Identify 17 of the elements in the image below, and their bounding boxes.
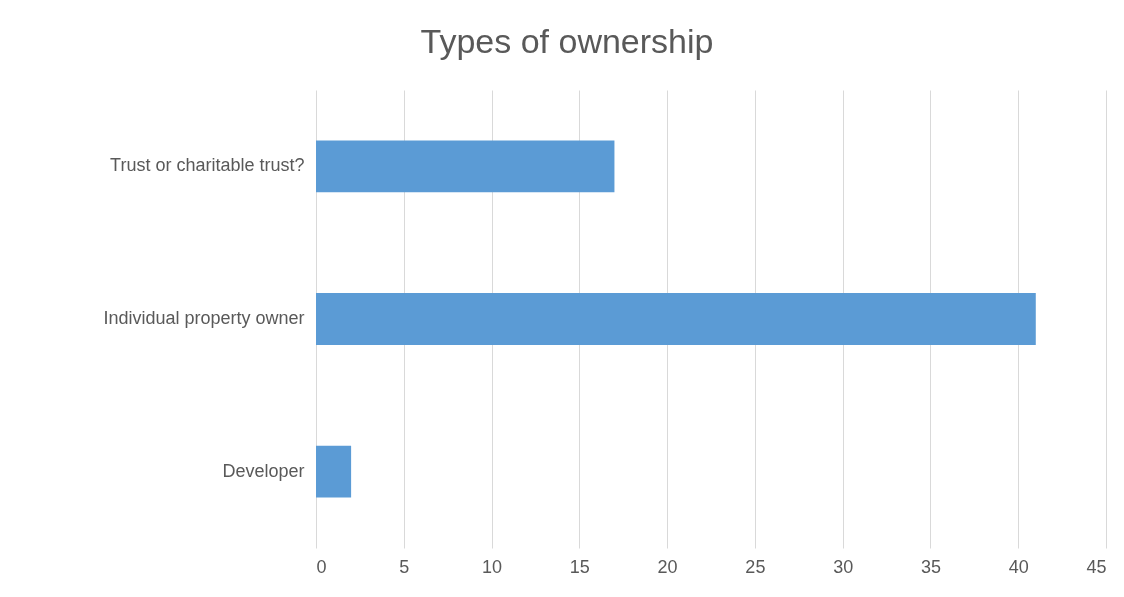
x-tick-label: 25 xyxy=(745,556,766,577)
x-tick-label: 10 xyxy=(482,556,503,577)
y-tick-label: Trust or charitable trust? xyxy=(110,155,305,176)
x-tick-label: 20 xyxy=(657,556,678,577)
x-tick-label: 30 xyxy=(833,556,854,577)
bar xyxy=(316,140,615,193)
x-tick-label: 35 xyxy=(920,556,941,577)
x-tick-label: 45 xyxy=(1086,556,1107,577)
y-tick-label: Developer xyxy=(222,460,305,481)
x-tick-label: 15 xyxy=(569,556,590,577)
bar xyxy=(316,293,1036,345)
y-tick-label: Individual property owner xyxy=(103,308,305,328)
bar xyxy=(316,445,352,498)
x-tick-label: 0 xyxy=(316,556,327,577)
chart-title: Types of ownership xyxy=(420,22,714,60)
x-tick-label: 5 xyxy=(399,556,410,577)
x-tick-label: 40 xyxy=(1008,556,1029,577)
